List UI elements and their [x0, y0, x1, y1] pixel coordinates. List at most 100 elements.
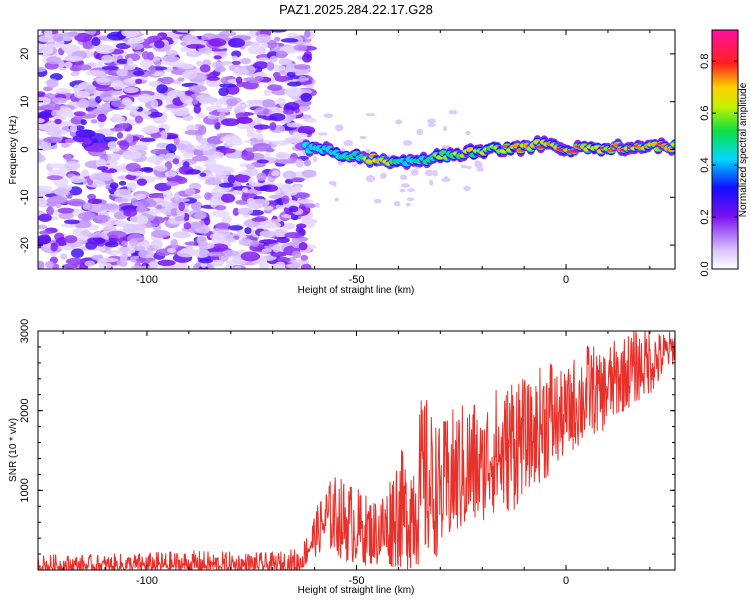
noise-cell [259, 262, 270, 269]
noise-cell [95, 77, 111, 83]
noise-cell [262, 108, 269, 115]
noise-cell [54, 187, 69, 197]
colorbar-tick-label: 0.8 [699, 54, 711, 69]
noise-cell [351, 163, 358, 167]
noise-cell [284, 101, 300, 111]
noise-cell [150, 148, 170, 155]
noise-cell [286, 71, 296, 78]
noise-cell [121, 97, 132, 106]
noise-cell [337, 160, 343, 166]
noise-cell [245, 167, 258, 177]
noise-cell [52, 33, 64, 42]
noise-cell [204, 217, 211, 226]
noise-cell [274, 159, 294, 164]
noise-cell [261, 248, 272, 253]
noise-cell [97, 113, 107, 123]
noise-cell [180, 46, 189, 53]
snr-series-line [38, 331, 675, 570]
noise-cell [163, 189, 173, 200]
noise-cell [373, 198, 382, 204]
noise-cell [101, 65, 119, 71]
noise-cell [60, 253, 68, 260]
noise-cell [219, 148, 236, 154]
noise-cell [177, 77, 185, 82]
noise-cell [214, 66, 226, 73]
noise-cell [280, 38, 299, 43]
noise-cell [193, 212, 206, 220]
noise-cell [296, 223, 307, 229]
noise-cell [219, 83, 237, 88]
noise-cell [130, 144, 148, 152]
noise-cell [251, 217, 267, 222]
noise-cell [117, 122, 130, 129]
noise-cell [67, 198, 86, 207]
noise-cell [61, 142, 70, 148]
noise-cell [119, 253, 128, 263]
noise-cell [50, 242, 58, 252]
noise-cell [64, 235, 78, 244]
noise-cell [64, 219, 80, 225]
noise-cell [190, 201, 203, 211]
noise-cell [184, 188, 196, 196]
noise-cell [65, 153, 72, 162]
noise-cell [195, 94, 214, 103]
noise-cell [476, 167, 484, 172]
noise-cell [463, 185, 471, 192]
noise-cell [68, 31, 79, 37]
noise-cell [114, 220, 122, 226]
noise-cell [70, 248, 84, 259]
noise-cell [286, 122, 302, 128]
noise-cell [249, 30, 257, 36]
noise-cell [359, 135, 367, 140]
y-tick-label: 10 [19, 96, 31, 108]
noise-cell [274, 261, 286, 269]
noise-cell [285, 263, 301, 269]
noise-cell [196, 235, 207, 245]
noise-cell [244, 227, 252, 235]
noise-cell [70, 71, 80, 77]
noise-cell [82, 39, 94, 49]
noise-cell [150, 239, 163, 250]
noise-cell [284, 231, 303, 239]
noise-cell [300, 254, 309, 261]
noise-cell [133, 245, 146, 252]
noise-cell [271, 170, 280, 177]
noise-cell [246, 99, 265, 105]
noise-cell [139, 265, 152, 269]
noise-cell [116, 58, 129, 65]
colorbar-gradient [711, 29, 739, 270]
noise-cell [135, 205, 147, 213]
noise-cell [118, 180, 127, 186]
noise-cell [80, 119, 87, 126]
noise-cell [236, 116, 253, 124]
noise-cell [184, 169, 201, 175]
noise-cell [448, 109, 458, 115]
noise-cell [185, 50, 202, 58]
noise-cell [216, 108, 232, 113]
noise-cell [416, 128, 424, 136]
noise-cell [77, 212, 97, 221]
noise-cell [64, 61, 73, 69]
noise-cell [315, 202, 320, 208]
noise-cell [89, 133, 106, 143]
noise-cell [166, 247, 176, 254]
noise-cell [94, 172, 113, 182]
noise-cell [213, 55, 222, 60]
noise-cell [218, 182, 234, 188]
noise-cell [46, 206, 54, 216]
noise-cell [252, 142, 272, 152]
noise-cell [134, 115, 144, 124]
noise-cell [160, 55, 180, 62]
noise-cell [139, 59, 154, 68]
noise-cell [72, 228, 84, 236]
noise-cell [150, 131, 162, 139]
noise-cell [104, 241, 119, 248]
x-tick-label: -100 [136, 575, 158, 587]
noise-cell [313, 155, 318, 163]
noise-cell [73, 84, 82, 94]
noise-cell [282, 222, 296, 230]
noise-cell [74, 90, 90, 99]
noise-cell [137, 93, 153, 103]
